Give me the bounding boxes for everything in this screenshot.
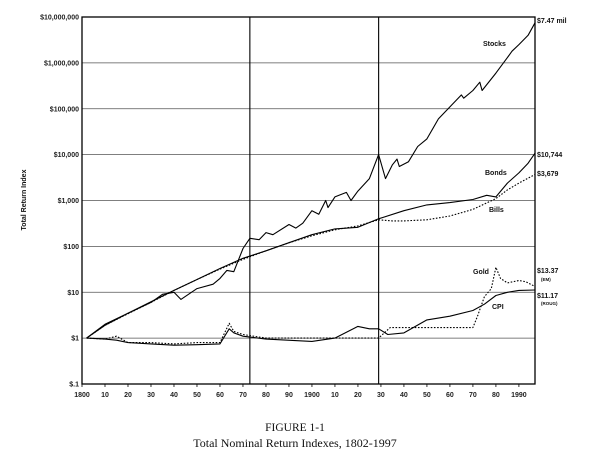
y-axis-label: Total Return Index <box>21 169 28 230</box>
x-tick-label-16: 60 <box>446 392 454 399</box>
x-tick-label-13: 30 <box>377 392 385 399</box>
y-tick-label-5: $100 <box>63 244 79 251</box>
x-axis: 1800 10 20 30 40 50 60 70 80 90 1900 10 20 30 40 50 60 70… <box>74 384 527 399</box>
series-labels: Stocks $7.47 mil Bonds $10,744 Bills $3,… <box>473 18 567 311</box>
y-tick-label-4: $1,000 <box>58 198 80 205</box>
stocks-series-name: Stocks <box>483 41 506 48</box>
x-tick-label-1: 10 <box>101 392 109 399</box>
x-tick-label-9: 90 <box>285 392 293 399</box>
figure-label: FIGURE 1-1 <box>265 422 325 434</box>
cpi-series-name: CPI <box>492 304 504 311</box>
y-tick-label-1: $1,000,000 <box>44 60 79 67</box>
gold-series-name: Gold <box>473 269 489 276</box>
series-layer <box>86 22 536 346</box>
x-tick-label-5: 50 <box>193 392 201 399</box>
reference-lines <box>249 17 380 384</box>
bills-series-name: Bills <box>489 207 504 214</box>
y-tick-label-2: $100,000 <box>50 106 79 113</box>
plot-frame <box>81 16 536 385</box>
x-tick-label-10: 1900 <box>304 392 320 399</box>
figure-title: Total Nominal Return Indexes, 1802-1997 <box>193 436 397 450</box>
gold-end-label: $13.37 <box>537 268 559 275</box>
cpi-line <box>86 289 536 346</box>
y-tick-label-0: $10,000,000 <box>40 15 79 22</box>
gold-line <box>86 266 536 345</box>
chart-container: $10,000,000 $1,000,000 $100,000 $10,000 $1,0… <box>21 15 567 400</box>
cpi-end-sublabel: (ROUG) <box>541 301 558 306</box>
bills-line <box>86 174 536 339</box>
x-tick-label-12: 20 <box>354 392 362 399</box>
x-tick-label-0: 1800 <box>74 392 90 399</box>
stocks-end-label: $7.47 mil <box>537 18 567 25</box>
x-tick-label-18: 80 <box>492 392 500 399</box>
y-tick-label-6: $10 <box>67 290 79 297</box>
y-tick-label-8: $.1 <box>69 382 79 389</box>
x-tick-label-19: 1990 <box>511 392 527 399</box>
x-tick-label-3: 30 <box>147 392 155 399</box>
cpi-end-label: $11.17 <box>537 293 558 300</box>
x-tick-label-8: 80 <box>262 392 270 399</box>
y-tick-label-3: $10,000 <box>54 152 79 159</box>
bonds-series-name: Bonds <box>485 170 507 177</box>
bills-end-label: $3,679 <box>537 171 559 178</box>
gold-end-sublabel: (EM) <box>541 277 551 282</box>
y-tick-label-7: $1 <box>71 336 79 343</box>
x-tick-label-4: 40 <box>170 392 178 399</box>
y-axis: $10,000,000 $1,000,000 $100,000 $10,000 $1,0… <box>40 15 79 389</box>
x-tick-label-17: 70 <box>469 392 477 399</box>
x-tick-label-15: 50 <box>423 392 431 399</box>
x-tick-label-14: 40 <box>400 392 408 399</box>
stocks-line <box>86 22 536 339</box>
bonds-end-label: $10,744 <box>537 152 562 159</box>
x-tick-label-11: 10 <box>331 392 339 399</box>
x-tick-label-6: 60 <box>216 392 224 399</box>
bonds-line <box>86 152 536 339</box>
x-tick-label-2: 20 <box>124 392 132 399</box>
return-index-chart: $10,000,000 $1,000,000 $100,000 $10,000 $1,0… <box>21 15 567 400</box>
x-tick-label-7: 70 <box>239 392 247 399</box>
